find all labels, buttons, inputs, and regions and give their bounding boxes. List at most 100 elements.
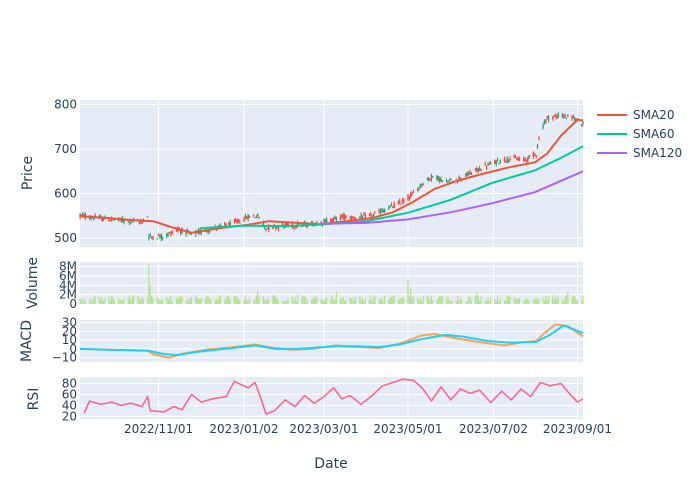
volume-bar (200, 298, 202, 304)
legend-label-sma20: SMA20 (633, 108, 674, 122)
volume-bar (215, 298, 218, 304)
candle-body (429, 179, 431, 181)
volume-bar (389, 296, 391, 304)
candle-body (476, 167, 478, 171)
candle-body (93, 218, 95, 220)
volume-bar (254, 299, 256, 304)
volume-bar (342, 296, 344, 304)
volume-bar (417, 298, 419, 304)
candle-body (257, 213, 259, 216)
volume-bar (323, 300, 325, 304)
candle-body (387, 207, 390, 210)
candle-body (286, 223, 288, 226)
candle-body (547, 117, 550, 121)
volume-bar (390, 297, 393, 304)
volume-bar (208, 298, 211, 304)
candle-body (331, 219, 333, 223)
volume-bar (284, 300, 286, 304)
volume-bar (181, 297, 183, 304)
candle-body (498, 163, 500, 165)
candle-body (527, 157, 529, 161)
volume-bar (382, 300, 384, 304)
volume-bar (487, 297, 489, 304)
candle-body (556, 116, 558, 119)
candle-body (330, 219, 332, 222)
candle-body (150, 236, 153, 238)
volume-bar (498, 300, 500, 304)
y-tick-label-volume: 0 (69, 297, 77, 311)
volume-bar (166, 296, 168, 304)
volume-bar (141, 296, 143, 304)
volume-bar (80, 298, 82, 304)
volume-bar (381, 297, 383, 304)
candle-body (403, 199, 405, 202)
candle-body (480, 169, 482, 171)
volume-bar (383, 295, 386, 304)
candle-body (160, 234, 163, 239)
volume-bar (229, 299, 231, 304)
candle-body (368, 214, 371, 216)
candle-body (233, 220, 236, 222)
volume-bar (554, 296, 557, 304)
candle-body (382, 210, 384, 212)
volume-bar (197, 298, 200, 304)
volume-bar (301, 297, 303, 304)
volume-bar (513, 297, 515, 304)
candle-body (571, 115, 573, 119)
volume-bar (514, 298, 517, 304)
volume-bar (330, 299, 332, 304)
volume-bar (253, 300, 255, 304)
volume-bar (247, 300, 249, 304)
volume-bar (436, 300, 438, 304)
candle-body (523, 157, 525, 161)
candle-body (276, 226, 278, 228)
volume-bar (138, 298, 140, 304)
macd-line-signal (79, 324, 584, 356)
candle-body (437, 176, 440, 181)
panel-bg-price (80, 100, 583, 247)
volume-bar (239, 300, 241, 304)
volume-bar (408, 296, 410, 304)
volume-bar (217, 300, 219, 304)
volume-bar (214, 300, 216, 304)
candle-body (179, 230, 182, 233)
volume-bar (466, 300, 468, 304)
candle-body (410, 194, 412, 197)
candle-body (189, 233, 191, 235)
series-line-sma20 (79, 118, 584, 234)
volume-bar (565, 295, 568, 304)
candle-body (168, 232, 171, 234)
candle-body (141, 220, 143, 224)
volume-bar (140, 299, 142, 304)
candle-body (239, 222, 241, 224)
volume-bar (374, 295, 376, 304)
volume-bar (432, 300, 434, 304)
candle-body (352, 217, 354, 219)
volume-bar (532, 299, 534, 304)
candle-body (258, 216, 260, 219)
volume-bar (411, 297, 413, 304)
candle-body (323, 219, 325, 222)
volume-bar (266, 297, 269, 304)
volume-bar (567, 292, 569, 304)
candle-body (416, 188, 419, 192)
candle-body (262, 222, 264, 226)
x-tick-label: 2023/03/01 (289, 422, 358, 436)
candle-body (359, 216, 361, 218)
volume-bar (507, 295, 510, 304)
volume-bar (399, 298, 401, 304)
candle-body (246, 217, 248, 219)
candle-body (426, 178, 428, 180)
candle-body (370, 213, 372, 216)
candle-body (465, 173, 467, 177)
y-tick-label-price: 600 (54, 187, 77, 201)
candle-body (499, 160, 502, 163)
candle-body (379, 210, 382, 214)
volume-bar (335, 291, 337, 304)
price-axis-title: Price (20, 156, 36, 190)
volume-bar (393, 295, 395, 304)
volume-bar (339, 298, 342, 304)
candle-body (448, 180, 451, 182)
volume-bar (210, 298, 212, 304)
candle-body (392, 206, 394, 208)
